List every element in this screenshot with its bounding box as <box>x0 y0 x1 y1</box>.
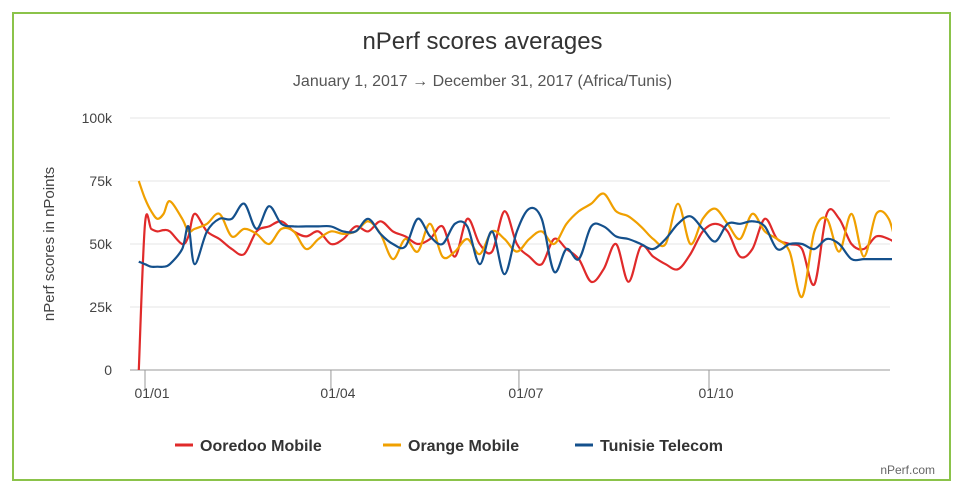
series-line-orange-mobile <box>137 180 892 299</box>
y-tick-label: 100k <box>82 110 113 126</box>
series-line-ooredoo-mobile <box>137 208 892 371</box>
chart-title: nPerf scores averages <box>362 28 603 55</box>
y-tick-label: 0 <box>104 362 112 378</box>
y-tick-label: 75k <box>89 173 113 189</box>
y-tick-label: 25k <box>89 299 113 315</box>
x-tick-label: 01/01 <box>134 385 169 401</box>
legend-item-tunisie-telecom[interactable]: Tunisie Telecom <box>575 438 723 455</box>
legend-item-ooredoo-mobile[interactable]: Ooredoo Mobile <box>175 438 322 455</box>
legend-label: Ooredoo Mobile <box>200 438 322 455</box>
legend-label: Tunisie Telecom <box>600 438 723 455</box>
legend-label: Orange Mobile <box>408 438 519 455</box>
chart-subtitle: January 1, 2017 → December 31, 2017 (Afr… <box>292 73 673 90</box>
y-axis-title: nPerf scores in nPoints <box>41 167 58 321</box>
x-tick-label: 01/07 <box>508 385 543 401</box>
credit-text: nPerf.com <box>880 463 935 477</box>
x-tick-label: 01/04 <box>320 385 355 401</box>
x-tick-label: 01/10 <box>698 385 733 401</box>
legend-item-orange-mobile[interactable]: Orange Mobile <box>383 438 519 455</box>
series-line-tunisie-telecom <box>138 202 892 276</box>
y-tick-label: 50k <box>89 236 113 252</box>
